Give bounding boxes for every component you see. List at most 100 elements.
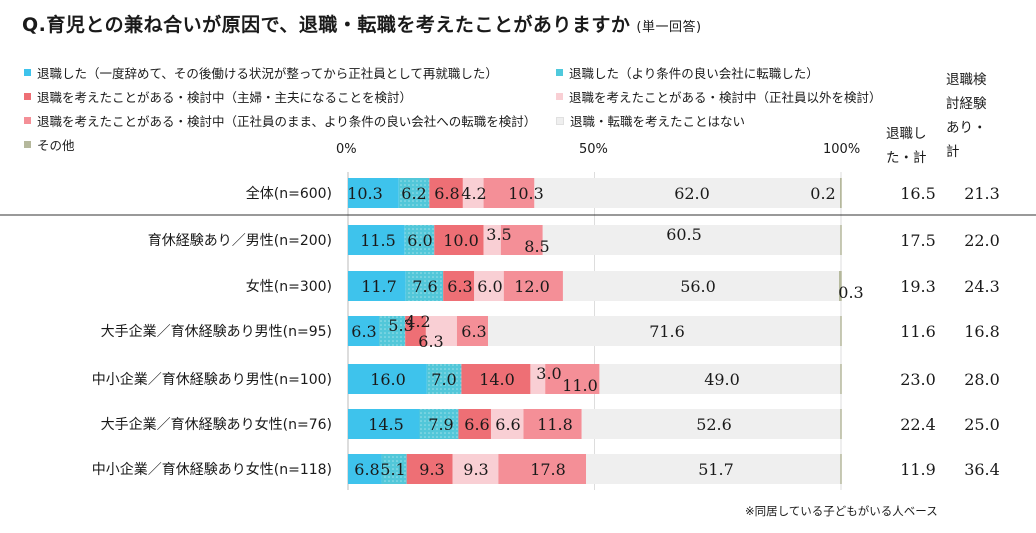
value-label: 6.0 bbox=[477, 277, 502, 296]
category-label: 女性(n=300) bbox=[246, 278, 332, 295]
value-label: 62.0 bbox=[674, 184, 710, 203]
category-label: 大手企業／育休経験あり女性(n=76) bbox=[101, 416, 332, 433]
retired-total-value: 17.5 bbox=[900, 231, 936, 250]
bar-segment-retired-changed-job bbox=[381, 454, 407, 484]
value-label: 17.8 bbox=[530, 460, 566, 479]
value-label: 12.0 bbox=[514, 277, 550, 296]
bar-segment-retired-reemployed bbox=[348, 178, 399, 208]
value-label: 9.3 bbox=[419, 460, 444, 479]
considered-total-value: 22.0 bbox=[964, 231, 1000, 250]
bar-segment-never-considered bbox=[534, 178, 841, 208]
value-label: 6.0 bbox=[407, 231, 432, 250]
value-label: 6.6 bbox=[495, 415, 520, 434]
legend-item-considered-homemaker: 退職を考えたことがある・検討中（主婦・主夫になることを検討） bbox=[24, 87, 412, 106]
chart-title: Q.育児との兼ね合いが原因で、退職・転職を考えたことがありますか (単一回答) bbox=[22, 10, 702, 37]
category-label: 育休経験あり／男性(n=200) bbox=[148, 233, 332, 249]
legend-label: 退職・転職を考えたことはない bbox=[570, 114, 746, 129]
considered-total-value: 36.4 bbox=[964, 460, 1000, 479]
value-label: 6.6 bbox=[464, 415, 489, 434]
bar-segment-considered-homemaker bbox=[458, 409, 491, 439]
bar-segment-retired-reemployed bbox=[348, 409, 420, 439]
value-label: 11.0 bbox=[562, 376, 598, 395]
bar-segment-retired-reemployed bbox=[348, 225, 405, 255]
bar-segment-considered-homemaker bbox=[434, 225, 484, 255]
category-label: 中小企業／育休経験あり男性(n=100) bbox=[92, 371, 332, 388]
category-label: 大手企業／育休経験あり男性(n=95) bbox=[101, 323, 332, 340]
value-label: 71.6 bbox=[649, 322, 685, 341]
bar-segment-never-considered bbox=[599, 364, 841, 394]
value-label: 8.5 bbox=[524, 237, 549, 256]
legend-item-retired-reemployed: 退職した（一度辞めて、その後働ける状況が整ってから正社員として再就職した） bbox=[24, 63, 498, 82]
bar-segment-retired-changed-job bbox=[405, 271, 444, 301]
value-label: 6.8 bbox=[354, 460, 379, 479]
bar-segment-considered-homemaker bbox=[406, 454, 453, 484]
retired-total-value: 11.6 bbox=[900, 322, 936, 341]
value-label: 4.2 bbox=[405, 312, 430, 331]
bar-segment-considered-better-company bbox=[483, 178, 535, 208]
value-label: 5.3 bbox=[388, 316, 413, 335]
value-label: 6.3 bbox=[447, 277, 472, 296]
axis-tick-50: 50% bbox=[579, 142, 608, 157]
bar-segment-never-considered bbox=[562, 271, 840, 301]
bar-segment-never-considered bbox=[581, 409, 841, 439]
bar-segment-retired-reemployed bbox=[348, 364, 427, 394]
axis-tick-100: 100% bbox=[823, 142, 861, 157]
retired-total-value: 23.0 bbox=[900, 370, 936, 389]
legend-label: 退職を考えたことがある・検討中（正社員のまま、より条件の良い会社への転職を検討） bbox=[37, 114, 537, 129]
value-label: 6.3 bbox=[461, 322, 486, 341]
bar-segment-considered-non-regular bbox=[425, 316, 457, 346]
bar-segment-other bbox=[839, 271, 841, 301]
legend-item-retired-changed-job: 退職した（より条件の良い会社に転職した） bbox=[556, 63, 819, 82]
axis-tick-0: 0% bbox=[336, 142, 357, 157]
value-label: 7.0 bbox=[431, 370, 456, 389]
value-label: 7.9 bbox=[428, 415, 453, 434]
bar-segment-considered-non-regular bbox=[474, 271, 504, 301]
considered-total-value: 28.0 bbox=[964, 370, 1000, 389]
bar-segment-considered-homemaker bbox=[405, 316, 426, 346]
value-label: 6.3 bbox=[351, 322, 376, 341]
legend-label: 退職した（一度辞めて、その後働ける状況が整ってから正社員として再就職した） bbox=[37, 66, 498, 81]
category-label: 全体(n=600) bbox=[246, 185, 332, 202]
value-label: 10.3 bbox=[347, 184, 383, 203]
bar-segment-considered-better-company bbox=[500, 225, 543, 255]
column-header-retired-total: 退職した・計 bbox=[886, 126, 927, 166]
legend-swatch bbox=[556, 93, 563, 100]
footnote: ※同居している子どもがいる人ベース bbox=[745, 504, 938, 518]
value-label: 51.7 bbox=[698, 460, 734, 479]
bar-segment-considered-homemaker bbox=[429, 178, 463, 208]
legend-swatch bbox=[556, 116, 564, 125]
value-label: 0.3 bbox=[838, 283, 863, 302]
bar-segment-considered-homemaker bbox=[443, 271, 475, 301]
bar-segment-considered-non-regular bbox=[483, 225, 501, 255]
bar-segment-considered-better-company bbox=[523, 409, 582, 439]
legend-item-considered-better-company: 退職を考えたことがある・検討中（正社員のまま、より条件の良い会社への転職を検討） bbox=[24, 111, 536, 130]
value-label: 5.1 bbox=[380, 460, 405, 479]
bar-segment-retired-changed-job bbox=[379, 316, 406, 346]
bar-segment-considered-better-company bbox=[456, 316, 489, 346]
legend-swatch bbox=[24, 69, 31, 76]
bar-segment-retired-reemployed bbox=[348, 271, 406, 301]
legend-swatch bbox=[24, 93, 31, 100]
bar-segment-retired-reemployed bbox=[348, 316, 380, 346]
retired-total-value: 22.4 bbox=[900, 415, 936, 434]
value-label: 3.5 bbox=[486, 225, 511, 244]
value-label: 11.7 bbox=[361, 277, 397, 296]
value-label: 60.5 bbox=[666, 225, 702, 244]
bar-segment-considered-homemaker bbox=[461, 364, 531, 394]
bar-segment-retired-changed-job bbox=[419, 409, 459, 439]
bar-segment-considered-better-company bbox=[503, 271, 563, 301]
value-label: 0.2 bbox=[810, 184, 835, 203]
legend-item-never-considered: 退職・転職を考えたことはない bbox=[556, 111, 745, 130]
legend-label: 退職した（より条件の良い会社に転職した） bbox=[569, 66, 819, 81]
legend-swatch bbox=[24, 141, 31, 148]
bar-segment-never-considered bbox=[586, 454, 841, 484]
considered-total-value: 24.3 bbox=[964, 277, 1000, 296]
value-label: 10.3 bbox=[508, 184, 544, 203]
legend-swatch bbox=[556, 69, 563, 76]
value-label: 52.6 bbox=[696, 415, 732, 434]
title-text: Q.育児との兼ね合いが原因で、退職・転職を考えたことがありますか bbox=[22, 14, 631, 36]
value-label: 6.2 bbox=[401, 184, 426, 203]
value-label: 6.8 bbox=[434, 184, 459, 203]
value-label: 14.0 bbox=[479, 370, 515, 389]
